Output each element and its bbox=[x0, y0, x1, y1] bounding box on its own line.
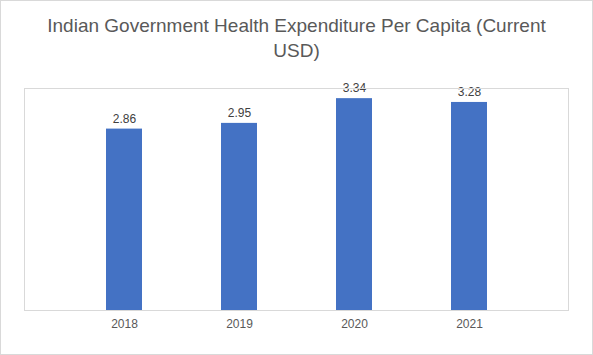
html-text:Indian Government Health Expen: Indian Government Health Expenditure Per… bbox=[47, 15, 546, 61]
svg-text:3.34: 3.34 bbox=[342, 81, 367, 96]
svg-text:2.86: 2.86 bbox=[113, 112, 137, 126]
svg-text:2019: 2019 bbox=[226, 317, 253, 331]
svg-text:3.28: 3.28 bbox=[458, 85, 482, 99]
svg-text:2018: 2018 bbox=[111, 317, 138, 331]
svg-text:2021: 2021 bbox=[456, 317, 483, 331]
svg-text:2.95: 2.95 bbox=[228, 106, 252, 120]
svg-text:2020: 2020 bbox=[341, 317, 368, 331]
